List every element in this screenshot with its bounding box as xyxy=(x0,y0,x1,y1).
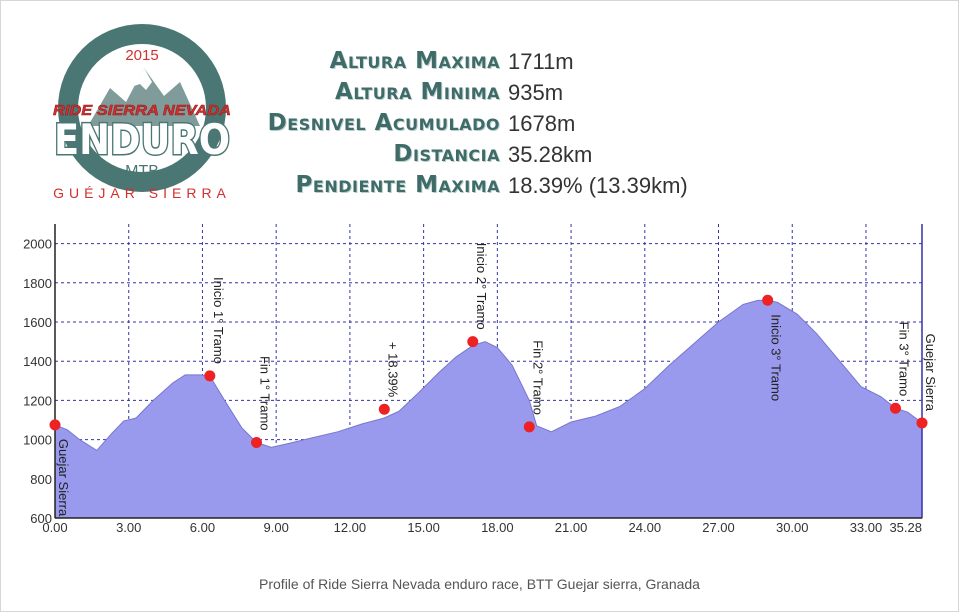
waypoint-marker xyxy=(762,294,774,306)
x-tick-label: 15.00 xyxy=(407,520,440,535)
elevation-area-series xyxy=(54,299,923,519)
x-tick-label: 35.28 xyxy=(889,520,922,535)
waypoint-label: Fin 2° Tramo xyxy=(530,340,545,415)
y-tick-label: 1600 xyxy=(23,315,52,330)
x-tick-label: 30.00 xyxy=(776,520,809,535)
waypoint-label: Inicio 3° Tramo xyxy=(769,314,784,401)
waypoint-label: Fin 3° Tramo xyxy=(896,322,911,397)
waypoint-markers: Guejar Sierra Inicio 1° Tramo Fin 1° Tramo… xyxy=(49,243,938,517)
stat-label: Altura Maxima xyxy=(329,48,500,74)
x-tick-label: 9.00 xyxy=(264,520,289,535)
y-tick-label: 2000 xyxy=(23,237,52,252)
stat-label: Pendiente Maxima xyxy=(295,172,500,198)
waypoint-label: Fin 1° Tramo xyxy=(258,356,273,431)
waypoint-marker xyxy=(204,370,216,382)
logo-year: 2015 xyxy=(125,47,158,64)
logo-name-top: RIDE SIERRA NEVADA xyxy=(53,102,231,119)
y-tick-label: 1200 xyxy=(23,393,52,408)
stat-row-min-altitude: Altura Minima 935m xyxy=(240,79,800,110)
x-tick-label: 3.00 xyxy=(116,520,141,535)
elevation-profile-chart: 600 800 1000 1200 1400 1600 1800 2000 0.00 3.00 6.… xyxy=(23,224,938,535)
waypoint-marker xyxy=(378,403,390,415)
axes xyxy=(54,224,923,519)
figure-caption: Profile of Ride Sierra Nevada enduro rac… xyxy=(259,576,700,592)
x-tick-label: 24.00 xyxy=(629,520,662,535)
y-tick-label: 1400 xyxy=(23,354,52,369)
waypoint-label: Guejar Sierra xyxy=(56,439,71,517)
x-tick-label: 6.00 xyxy=(190,520,215,535)
waypoint-marker xyxy=(49,419,61,431)
stat-label: Altura Minima xyxy=(335,79,500,105)
x-tick-label: 0.00 xyxy=(42,520,67,535)
x-tick-label: 33.00 xyxy=(850,520,883,535)
x-tick-label: 18.00 xyxy=(481,520,514,535)
waypoint-marker xyxy=(889,402,901,414)
stat-row-max-slope: Pendiente Maxima 18.39% (13.39km) xyxy=(240,172,800,203)
x-tick-label: 21.00 xyxy=(555,520,588,535)
elevation-area xyxy=(54,299,923,519)
stat-row-elevation-gain: Desnivel Acumulado 1678m xyxy=(240,110,800,141)
waypoint-marker xyxy=(523,421,535,433)
stat-value: 1678m xyxy=(508,111,576,136)
tick-labels: 600 800 1000 1200 1400 1600 1800 2000 0.00 3.00 6.… xyxy=(23,237,922,535)
route-stats: Altura Maxima 1711m Altura Minima 935m D… xyxy=(240,48,800,203)
logo-mountains xyxy=(88,68,200,126)
stat-value: 18.39% (13.39km) xyxy=(508,173,688,198)
logo-name-sub: MTB xyxy=(125,163,159,180)
y-tick-label: 1800 xyxy=(23,276,52,291)
stat-row-distance: Distancia 35.28km xyxy=(240,141,800,172)
logo-name-main: ENDURO xyxy=(54,115,230,164)
enduro-logo: 2015 RIDE SIERRA NEVADA ENDURO MTB GUÉJA… xyxy=(53,24,232,201)
stat-value: 935m xyxy=(508,80,564,105)
stat-value: 1711m xyxy=(508,49,574,74)
waypoint-marker xyxy=(467,336,479,348)
y-tick-label: 600 xyxy=(30,511,52,526)
y-tick-label: 1000 xyxy=(23,433,52,448)
stat-value: 35.28km xyxy=(508,142,593,167)
waypoint-label: Guejar Sierra xyxy=(923,334,938,412)
y-tick-label: 800 xyxy=(30,472,52,487)
waypoint-label: Inicio 1° Tramo xyxy=(211,277,226,364)
stat-label: Distancia xyxy=(393,141,500,167)
x-tick-label: 12.00 xyxy=(334,520,367,535)
waypoint-label: + 18.39% xyxy=(385,342,400,398)
waypoint-label: Inicio 2° Tramo xyxy=(474,243,489,330)
x-tick-label: 27.00 xyxy=(702,520,735,535)
waypoint-marker xyxy=(916,417,928,429)
waypoint-marker xyxy=(251,437,263,449)
logo-snow-cap xyxy=(134,68,152,90)
stat-row-max-altitude: Altura Maxima 1711m xyxy=(240,48,800,79)
logo-place: GUÉJAR SIERRA xyxy=(53,185,231,201)
stat-label: Desnivel Acumulado xyxy=(267,110,500,136)
